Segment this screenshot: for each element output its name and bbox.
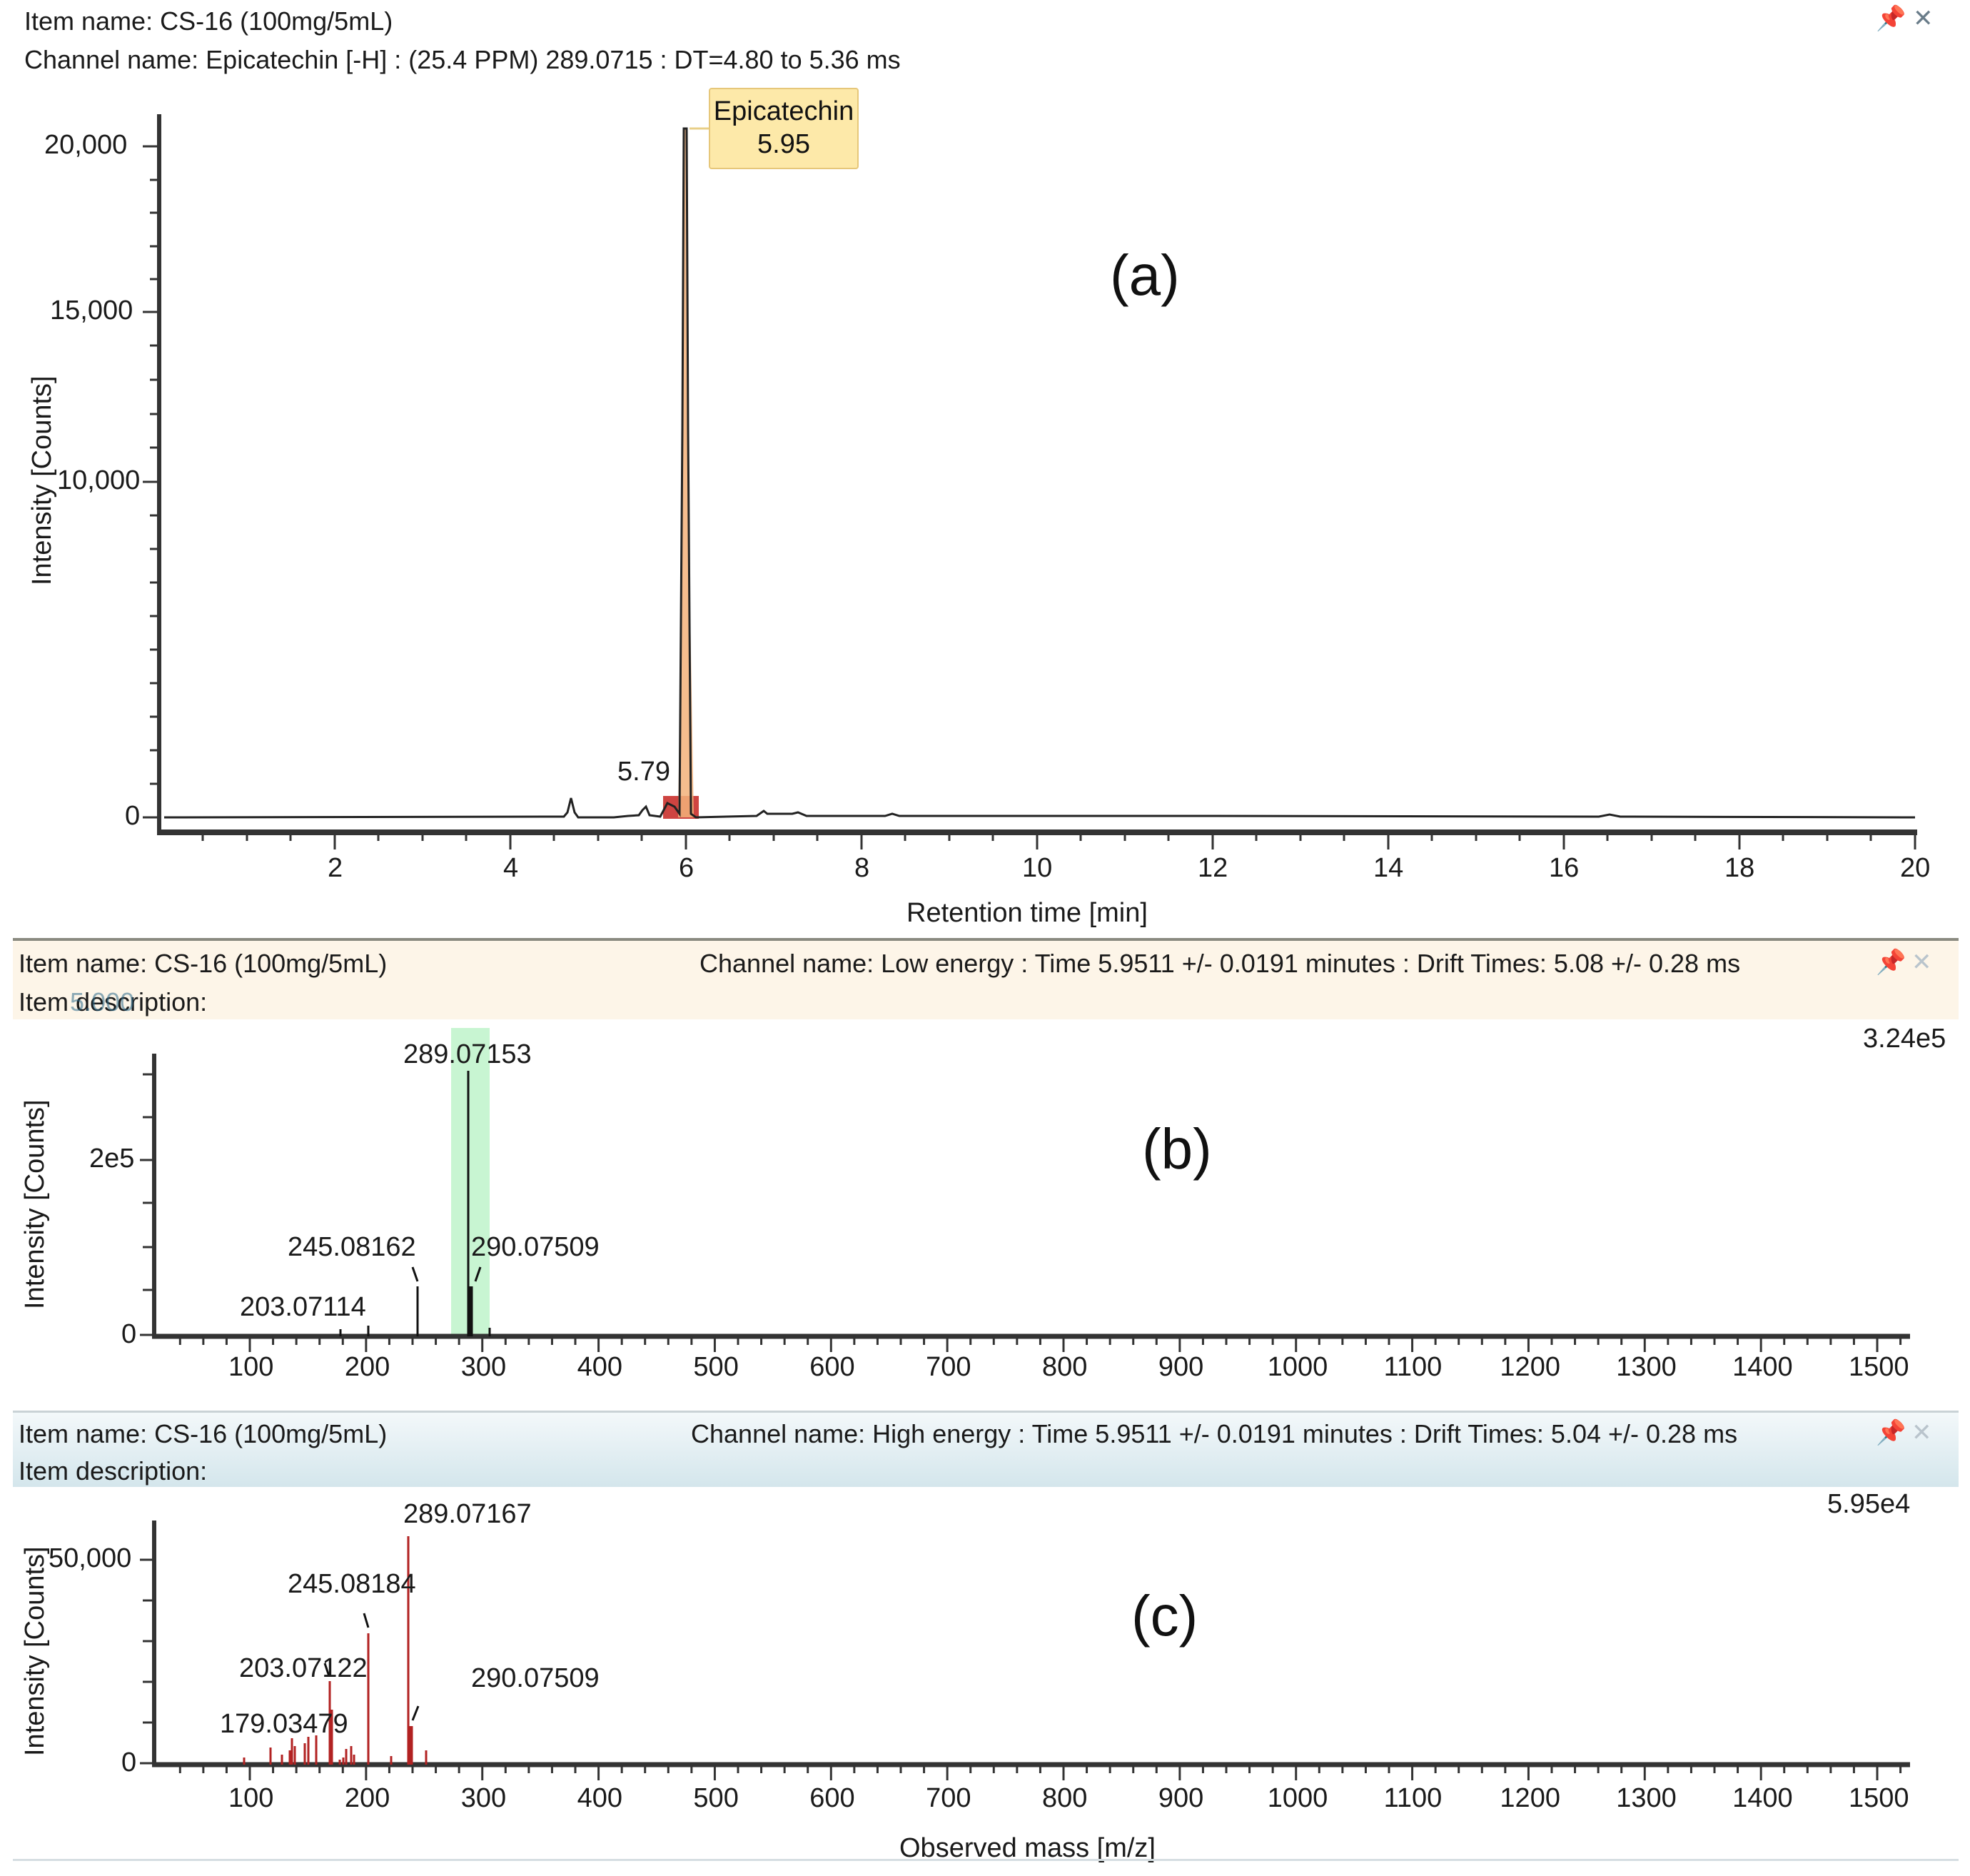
chromatogram-plot <box>143 114 1917 849</box>
pin-icon[interactable]: 📌 <box>1876 949 1906 976</box>
x-tick: 400 <box>577 1352 622 1382</box>
x-tick: 600 <box>809 1352 855 1382</box>
x-tick: 1400 <box>1732 1352 1793 1382</box>
x-tick: 1200 <box>1500 1783 1560 1813</box>
y-tick: 0 <box>125 801 141 831</box>
panel-b-item-description: Item description: <box>19 987 208 1017</box>
peak-label-245: 245.08184 <box>288 1569 416 1599</box>
close-icon[interactable]: ✕ <box>1911 949 1932 976</box>
x-tick: 1300 <box>1616 1783 1677 1813</box>
y-tick: 20,000 <box>44 130 128 160</box>
x-tick: 500 <box>693 1352 739 1382</box>
x-tick: 300 <box>460 1783 507 1813</box>
x-tick: 100 <box>228 1352 274 1382</box>
x-tick: 600 <box>809 1783 855 1813</box>
x-tick: 800 <box>1042 1352 1088 1382</box>
panel-c-bottom-border <box>13 1859 1959 1861</box>
peak-label-289: 289.07167 <box>403 1499 532 1529</box>
panel-c-plot: 289.07167 245.08184 203.07122 290.07509 … <box>0 1485 1970 1876</box>
y-tick: 2e5 <box>89 1144 135 1174</box>
x-axis-label: Observed mass [m/z] <box>899 1833 1156 1863</box>
close-icon[interactable]: ✕ <box>1913 5 1934 32</box>
x-tick: 200 <box>344 1352 390 1382</box>
peak-label-290: 290.07509 <box>471 1232 600 1262</box>
panel-b-header: Item name: CS-16 (100mg/5mL) Item descri… <box>13 938 1959 1019</box>
panel-b-plot: 289.07153 245.08162 290.07509 203.07114 … <box>0 1017 1970 1395</box>
panel-b-channel-name: Channel name: Low energy : Time 5.9511 +… <box>699 949 1741 978</box>
panel-letter-b: (b) <box>1142 1117 1212 1181</box>
panel-b-item-name: Item name: CS-16 (100mg/5mL) <box>19 949 388 978</box>
x-tick: 400 <box>577 1783 622 1813</box>
x-tick: 1400 <box>1732 1783 1793 1813</box>
x-tick: 900 <box>1158 1783 1204 1813</box>
x-tick: 1200 <box>1500 1352 1560 1382</box>
x-tick: 16 <box>1549 853 1580 883</box>
peak-label-179: 179.03479 <box>220 1709 348 1739</box>
x-tick: 1000 <box>1267 1352 1328 1382</box>
x-tick: 700 <box>926 1783 971 1813</box>
max-intensity-label: 5.95e4 <box>1827 1489 1911 1519</box>
x-tick: 300 <box>460 1352 507 1382</box>
x-tick: 4 <box>503 853 519 883</box>
y-tick: 0 <box>121 1748 137 1777</box>
x-tick: 500 <box>693 1783 739 1813</box>
y-axis-label: Intensity [Counts] <box>20 1099 50 1309</box>
panel-letter-c: (c) <box>1131 1584 1198 1648</box>
x-tick: 1500 <box>1849 1783 1909 1813</box>
pin-icon[interactable]: 📌 <box>1876 1419 1906 1446</box>
y-tick: 15,000 <box>50 296 133 326</box>
panel-c-item-description: Item description: <box>19 1456 208 1486</box>
x-tick: 700 <box>926 1352 971 1382</box>
y-tick: 50,000 <box>49 1543 132 1573</box>
peak-callout: Epicatechin 5.95 <box>709 88 859 169</box>
x-tick: 100 <box>228 1783 274 1813</box>
peak-label-203: 203.07122 <box>239 1653 368 1683</box>
x-tick: 200 <box>344 1783 390 1813</box>
panel-c-channel-name: Channel name: High energy : Time 5.9511 … <box>691 1419 1738 1448</box>
x-tick: 18 <box>1724 853 1755 883</box>
peak-label-290: 290.07509 <box>471 1663 600 1693</box>
panel-a-item-name: Item name: CS-16 (100mg/5mL) <box>24 6 393 36</box>
panel-c-header: Item name: CS-16 (100mg/5mL) Item descri… <box>13 1411 1959 1487</box>
x-axis-label: Retention time [min] <box>906 898 1148 928</box>
y-tick: 0 <box>121 1319 137 1349</box>
pin-icon[interactable]: 📌 <box>1876 5 1906 32</box>
x-tick: 1300 <box>1616 1352 1677 1382</box>
peak-label-245: 245.08162 <box>288 1232 416 1262</box>
peak-label-289: 289.07153 <box>403 1039 532 1069</box>
x-tick: 10 <box>1022 853 1053 883</box>
panel-letter-a: (a) <box>1110 243 1180 307</box>
x-tick: 8 <box>854 853 870 883</box>
x-tick: 14 <box>1373 853 1404 883</box>
peak-label-203: 203.07114 <box>240 1292 366 1322</box>
x-tick: 1500 <box>1849 1352 1909 1382</box>
panel-a: Item name: CS-16 (100mg/5mL) Channel nam… <box>24 5 1934 928</box>
y-tick: 10,000 <box>57 465 141 495</box>
x-tick: 20 <box>1900 853 1931 883</box>
x-tick: 1100 <box>1383 1352 1443 1382</box>
x-tick: 1100 <box>1383 1783 1443 1813</box>
minor-peak-label: 5.79 <box>617 757 670 787</box>
x-tick: 2 <box>328 853 343 883</box>
x-tick: 12 <box>1198 853 1228 883</box>
max-intensity-label: 3.24e5 <box>1863 1024 1946 1054</box>
x-tick: 900 <box>1158 1352 1204 1382</box>
x-tick: 1000 <box>1267 1783 1328 1813</box>
peak-callout-name: Epicatechin <box>713 96 854 126</box>
panel-b-overlap-artifact: 5.000 <box>70 987 135 1017</box>
peak-callout-rt: 5.95 <box>757 129 810 159</box>
y-axis-label: Intensity [Counts] <box>27 375 57 585</box>
panel-a-channel-name: Channel name: Epicatechin [-H] : (25.4 P… <box>24 45 901 74</box>
x-tick: 6 <box>679 853 694 883</box>
close-icon[interactable]: ✕ <box>1911 1419 1932 1446</box>
panel-c-item-name: Item name: CS-16 (100mg/5mL) <box>19 1419 388 1448</box>
y-axis-label: Intensity [Counts] <box>20 1546 50 1756</box>
x-tick: 800 <box>1042 1783 1088 1813</box>
